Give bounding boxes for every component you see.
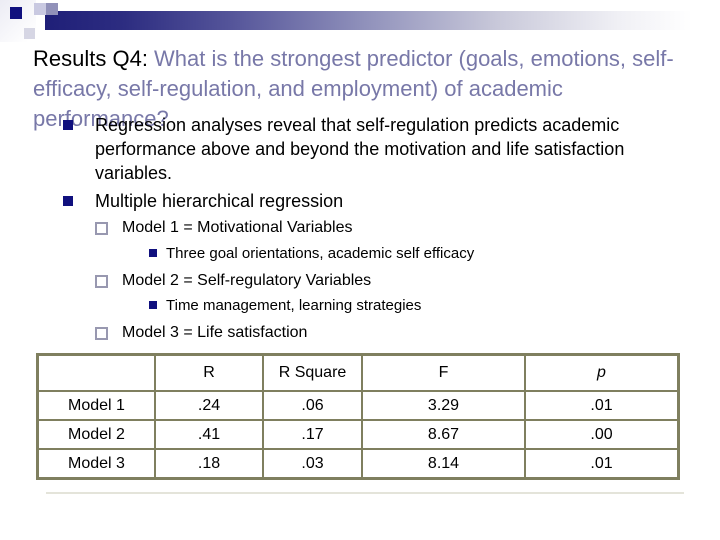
header-cell-empty [36,353,156,392]
bullet-item: Model 2 = Self-regulatory Variables [95,270,622,291]
cell-f: 8.67 [361,419,526,450]
table-row: Model 2 .41 .17 8.67 .00 [36,419,680,450]
bullet-item: Multiple hierarchical regression [63,189,627,213]
row-label: Model 2 [36,419,156,450]
bullet-item: Time management, learning strategies [149,296,626,316]
bullet-filled-square-icon [149,249,157,257]
deco-lavender-square-icon [34,3,46,15]
bullet-hollow-square-icon [95,222,108,235]
table-shadow-line [46,492,684,494]
header-cell-f: F [361,353,526,392]
cell-r-square: .03 [262,448,363,480]
table-row: Model 3 .18 .03 8.14 .01 [36,448,680,480]
deco-slate-square-icon [46,3,58,15]
bullet-text: Model 3 = Life satisfaction [122,324,308,341]
bullet-item: Model 3 = Life satisfaction [95,322,622,343]
cell-r: .41 [154,419,264,450]
bullet-filled-square-icon [149,301,157,309]
bullet-text: Multiple hierarchical regression [95,191,344,211]
header-cell-p: p [524,353,680,392]
bullet-item: Model 1 = Motivational Variables [95,217,622,238]
row-label: Model 1 [36,390,156,421]
bullet-filled-square-icon [63,196,73,206]
table-header-row: R R Square F p [36,353,680,392]
deco-navy-square-icon [10,7,22,19]
row-label: Model 3 [36,448,156,480]
cell-p: .00 [524,419,680,450]
bullet-text: Time management, learning strategies [166,297,422,314]
bullet-hollow-square-icon [95,275,108,288]
cell-r: .24 [154,390,264,421]
slide-title: Results Q4: What is the strongest predic… [33,44,693,134]
regression-results-table: R R Square F p Model 1 .24 .06 3.29 .01 … [36,353,680,480]
deco-gray-square-icon [24,28,35,39]
title-prefix: Results Q4: [33,46,155,71]
cell-f: 3.29 [361,390,526,421]
table-row: Model 1 .24 .06 3.29 .01 [36,390,680,421]
title-question: What is the strongest predictor (goals, … [33,46,674,131]
cell-p: .01 [524,390,680,421]
cell-p: .01 [524,448,680,480]
cell-r: .18 [154,448,264,480]
bullet-hollow-square-icon [95,327,108,340]
gradient-bar-decoration [45,11,712,30]
header-cell-r-square: R Square [262,353,363,392]
cell-r-square: .06 [262,390,363,421]
bullet-item: Regression analyses reveal that self-reg… [63,113,627,185]
bullet-text: Three goal orientations, academic self e… [166,245,475,262]
bullet-text: Model 2 = Self-regulatory Variables [122,272,372,289]
bullet-text: Regression analyses reveal that self-reg… [95,115,625,183]
bullet-item: Three goal orientations, academic self e… [149,244,626,264]
header-cell-r: R [154,353,264,392]
bullet-filled-square-icon [63,120,73,130]
bullet-text: Model 1 = Motivational Variables [122,219,353,236]
cell-f: 8.14 [361,448,526,480]
cell-r-square: .17 [262,419,363,450]
